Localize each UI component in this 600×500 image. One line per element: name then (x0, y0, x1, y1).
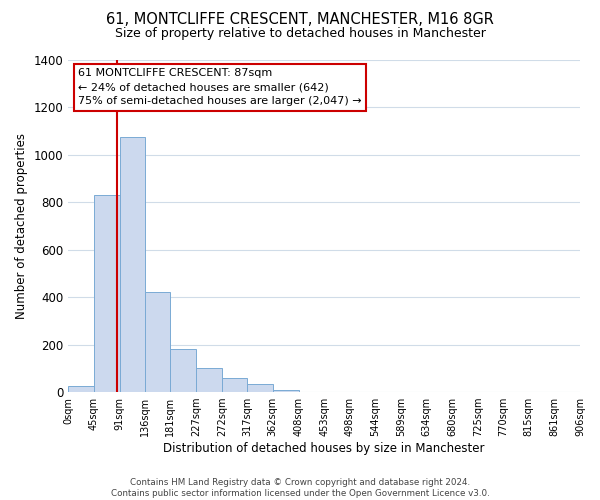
Bar (247, 384, 272, 392)
Bar (272, 390, 299, 392)
Bar (222, 378, 247, 392)
Bar (170, 350, 196, 392)
Y-axis label: Number of detached properties: Number of detached properties (15, 133, 28, 319)
Bar (196, 368, 222, 392)
Text: Size of property relative to detached houses in Manchester: Size of property relative to detached ho… (115, 28, 485, 40)
Bar (94, 195, 119, 392)
Bar (145, 292, 170, 392)
Text: 61, MONTCLIFFE CRESCENT, MANCHESTER, M16 8GR: 61, MONTCLIFFE CRESCENT, MANCHESTER, M16… (106, 12, 494, 28)
Text: 61 MONTCLIFFE CRESCENT: 87sqm
← 24% of detached houses are smaller (642)
75% of : 61 MONTCLIFFE CRESCENT: 87sqm ← 24% of d… (79, 68, 362, 106)
Text: Contains HM Land Registry data © Crown copyright and database right 2024.
Contai: Contains HM Land Registry data © Crown c… (110, 478, 490, 498)
Bar (68, 386, 94, 392)
X-axis label: Distribution of detached houses by size in Manchester: Distribution of detached houses by size … (163, 442, 485, 455)
Bar (119, 137, 145, 392)
